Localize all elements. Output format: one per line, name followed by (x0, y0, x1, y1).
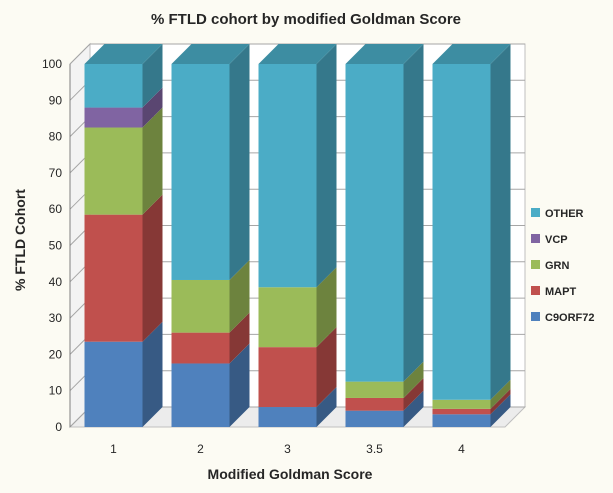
legend-label-other: OTHER (545, 208, 584, 220)
bar-segment-c9orf72-3 (258, 407, 317, 427)
y-tick-label: 80 (49, 130, 63, 144)
legend-swatch-vcp (531, 234, 540, 243)
bar-side-c9orf72-3 (316, 387, 337, 427)
y-tick-label: 30 (49, 311, 63, 325)
bar-segment-grn-2 (171, 279, 230, 333)
bar-segment-c9orf72-2 (171, 363, 230, 427)
bar-segment-grn-1 (84, 127, 143, 215)
y-tick-label: 90 (49, 93, 63, 107)
y-axis-label: % FTLD Cohort (12, 189, 28, 291)
bar-side-other-3 (316, 44, 337, 288)
bar-side-mapt-3.5 (403, 377, 424, 411)
bar-segment-other-3 (258, 64, 317, 288)
bar-segment-c9orf72-4 (432, 414, 491, 427)
bar-side-grn-4 (490, 379, 511, 409)
bar-side-c9orf72-3.5 (403, 390, 424, 427)
bar-side-other-4 (490, 44, 511, 400)
bar-side-mapt-2 (229, 312, 250, 364)
bar-segment-other-2 (171, 64, 230, 280)
bar-side-grn-1 (142, 107, 163, 215)
y-tick-label: 20 (49, 347, 63, 361)
bar-segment-grn-3 (258, 287, 317, 348)
bar-side-mapt-1 (142, 194, 163, 342)
bar-side-other-2 (229, 44, 250, 280)
x-tick-label: 3.5 (366, 442, 383, 456)
legend-label-vcp: VCP (545, 234, 568, 246)
x-axis-label: Modified Goldman Score (208, 466, 373, 482)
legend: OTHER VCP GRN MAPT C9ORF72 (531, 208, 595, 324)
bar-side-c9orf72-4 (490, 394, 511, 427)
bar-segment-other-3.5 (345, 64, 404, 382)
x-tick-label: 4 (458, 442, 465, 456)
legend-swatch-mapt (531, 286, 540, 295)
bar-side-grn-2 (229, 259, 250, 333)
bar-segment-mapt-3 (258, 347, 317, 408)
x-axis-ticks: 1 2 3 3.5 4 (110, 442, 465, 456)
stacked-bars (84, 44, 511, 427)
bar-side-grn-3.5 (403, 361, 424, 398)
bar-top-1 (84, 44, 163, 64)
bar-segment-vcp-1 (84, 107, 143, 128)
bar-side-mapt-3 (316, 327, 337, 408)
legend-label-grn: GRN (545, 260, 570, 272)
bar-segment-mapt-3.5 (345, 397, 404, 411)
legend-swatch-c9orf72 (531, 312, 540, 321)
x-tick-label: 2 (197, 442, 204, 456)
legend-label-mapt: MAPT (545, 286, 576, 298)
y-tick-label: 40 (49, 275, 63, 289)
bar-side-c9orf72-1 (142, 321, 163, 427)
chart-title: % FTLD cohort by modified Goldman Score (151, 11, 461, 28)
bar-segment-other-4 (432, 64, 491, 400)
y-tick-label: 50 (49, 239, 63, 253)
x-tick-label: 1 (110, 442, 117, 456)
bar-segment-grn-4 (432, 399, 491, 409)
legend-swatch-grn (531, 260, 540, 269)
bar-side-other-1 (142, 44, 163, 108)
x-tick-label: 3 (284, 442, 291, 456)
bar-segment-c9orf72-1 (84, 341, 143, 427)
y-tick-label: 60 (49, 202, 63, 216)
bar-top-2 (171, 44, 250, 64)
bar-side-vcp-1 (142, 87, 163, 128)
bar-segment-grn-3.5 (345, 381, 404, 398)
bar-top-4 (432, 44, 511, 64)
bar-side-grn-3 (316, 267, 337, 348)
y-tick-label: 100 (42, 57, 62, 71)
legend-label-c9orf72: C9ORF72 (545, 312, 595, 324)
bar-segment-mapt-4 (432, 408, 491, 415)
bar-segment-mapt-1 (84, 214, 143, 342)
y-tick-label: 0 (55, 420, 62, 434)
bar-segment-other-1 (84, 64, 143, 108)
y-tick-label: 70 (49, 166, 63, 180)
bar-side-mapt-4 (490, 388, 511, 415)
bar-top-3.5 (345, 44, 424, 64)
bar-side-c9orf72-2 (229, 343, 250, 427)
legend-swatch-other (531, 208, 540, 217)
y-axis-ticks: 0 10 20 30 40 50 60 70 80 90 100 (42, 57, 71, 434)
bar-top-3 (258, 44, 337, 64)
bar-segment-c9orf72-3.5 (345, 410, 404, 427)
y-tick-label: 10 (49, 384, 63, 398)
bar-segment-mapt-2 (171, 332, 230, 364)
bar-side-other-3.5 (403, 44, 424, 382)
